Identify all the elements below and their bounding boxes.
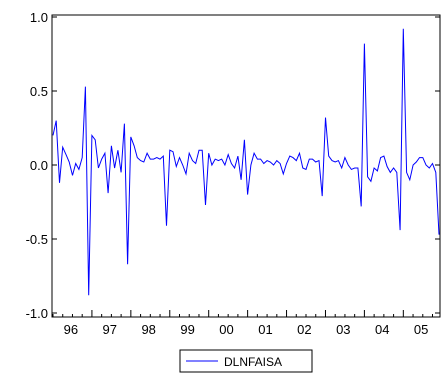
x-tick-label: 02 [297,322,311,337]
series-layer [52,28,440,296]
x-tick-label: 01 [258,322,272,337]
x-tick-label: 05 [414,322,428,337]
x-tick-label: 03 [336,322,350,337]
y-tick-label: 1.0 [30,10,48,25]
x-tick-label: 99 [180,322,194,337]
x-tick-label: 96 [64,322,78,337]
legend: DLNFAISA [179,349,313,373]
x-tick-label: 04 [375,322,389,337]
y-tick-label: 0.0 [30,158,48,173]
y-tick-label: -0.5 [26,232,48,247]
y-tick-label: -1.0 [26,306,48,321]
y-axis: 1.0 0.5 0.0 -0.5 -1.0 [26,10,440,321]
plot-frame [51,14,441,318]
x-tick-label: 00 [219,322,233,337]
legend-label: DLNFAISA [224,355,282,369]
x-tick-label: 98 [141,322,155,337]
x-tick-label: 97 [103,322,117,337]
series-line-dlnfaisa [52,28,440,296]
legend-box [179,349,313,373]
y-tick-label: 0.5 [30,84,48,99]
x-axis: 96 97 98 99 00 01 02 03 04 05 [52,310,434,337]
